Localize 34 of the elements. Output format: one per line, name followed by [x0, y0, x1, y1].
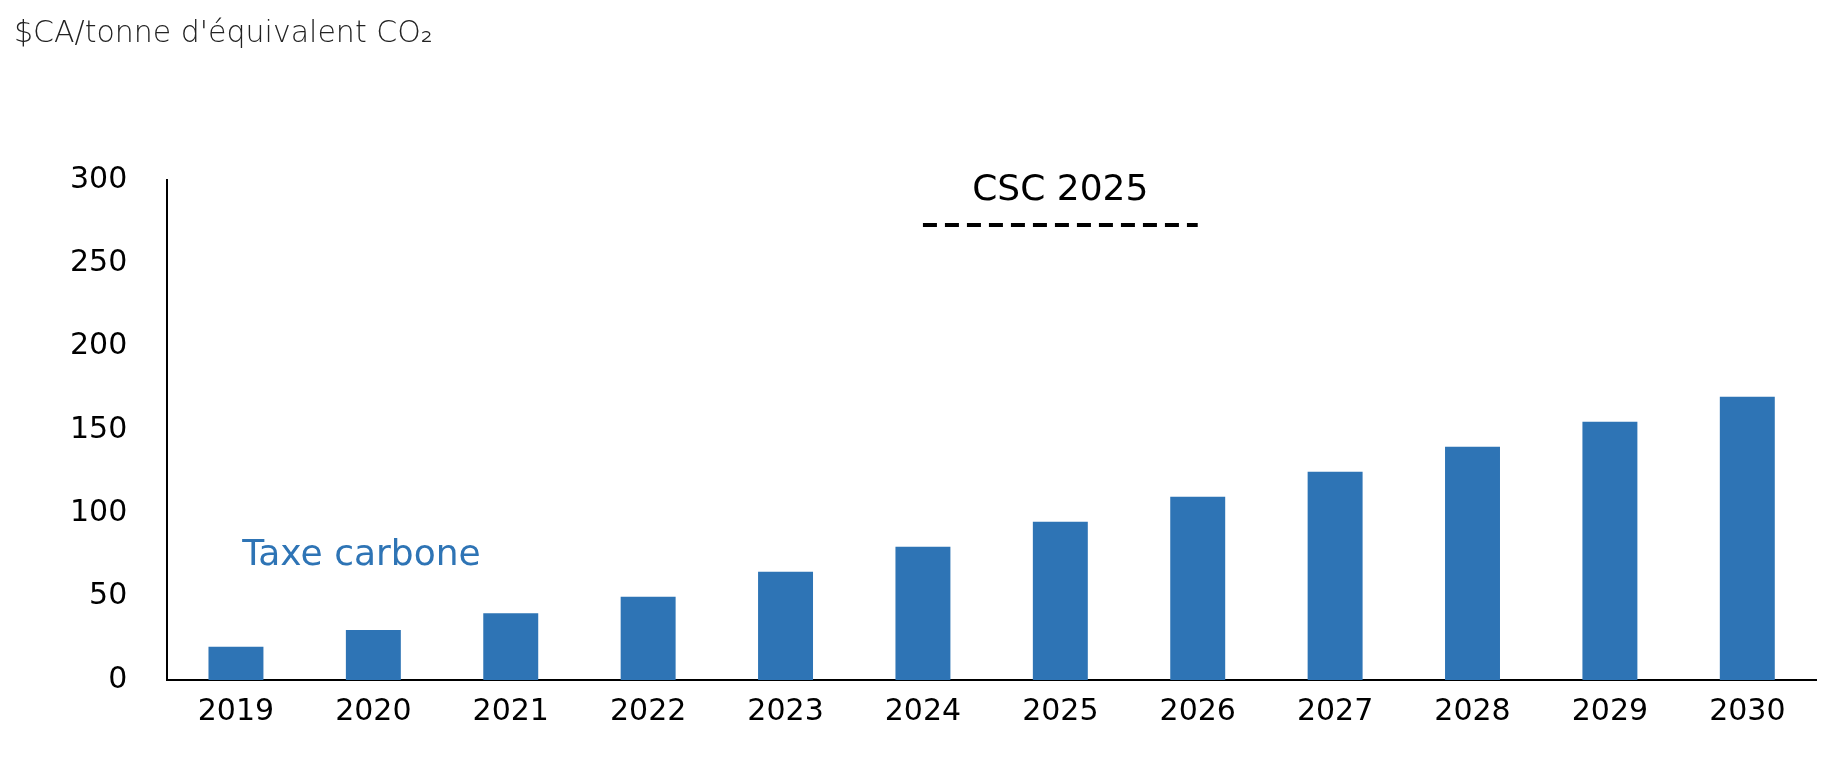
bar [1032, 521, 1088, 680]
y-tick-label: 300 [70, 159, 128, 195]
x-tick-label: 2024 [884, 691, 962, 727]
bar [345, 630, 401, 680]
x-tick-label: 2020 [335, 691, 412, 727]
y-tick-label: 250 [70, 243, 128, 279]
x-tick-label: 2019 [197, 691, 275, 727]
x-tick-label: 2026 [1159, 691, 1236, 727]
bar [620, 596, 676, 680]
bar [758, 571, 814, 680]
bar [208, 646, 264, 680]
bar [1170, 496, 1226, 680]
x-tick-label: 2025 [1022, 691, 1099, 727]
y-tick-label: 150 [70, 409, 128, 445]
x-tick-label: 2027 [1296, 691, 1374, 727]
bar [895, 546, 951, 680]
y-tick-label: 200 [70, 326, 128, 362]
x-tick-label: 2028 [1434, 691, 1511, 727]
y-tick-label: 50 [89, 576, 128, 612]
y-tick-label: 0 [108, 659, 128, 695]
bar [483, 613, 539, 680]
bar [1307, 471, 1363, 680]
x-tick-label: 2022 [609, 691, 687, 727]
series-label: Taxe carbone [241, 532, 481, 573]
y-tick-label: 100 [70, 493, 128, 529]
x-tick-label: 2023 [747, 691, 824, 727]
series-label: CSC 2025 [972, 167, 1149, 208]
y-axis-title: $CA/tonne d'équivalent CO₂ [14, 14, 433, 49]
x-tick-label: 2030 [1709, 691, 1786, 727]
bar [1445, 446, 1500, 680]
x-tick-label: 2021 [472, 691, 549, 727]
x-tick-label: 2029 [1571, 691, 1649, 727]
bar [1719, 396, 1775, 680]
bar [1582, 421, 1638, 680]
